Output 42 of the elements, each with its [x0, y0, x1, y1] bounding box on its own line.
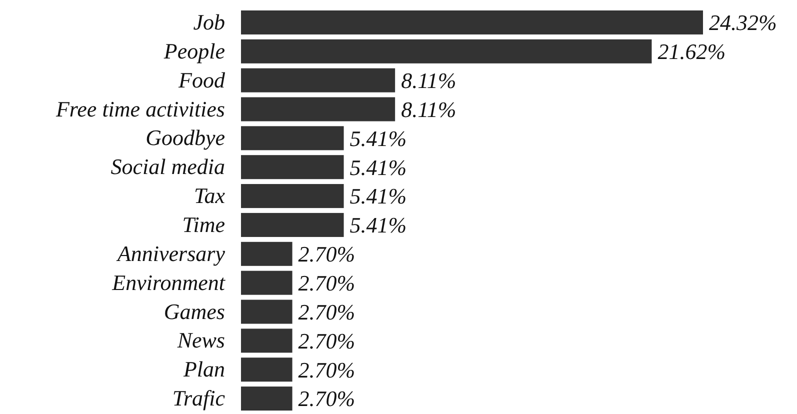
y-tick-label: People [162, 38, 226, 64]
data-label: 24.32% [709, 10, 777, 36]
y-tick-label: Environment [111, 270, 226, 295]
y-tick-label: Plan [182, 356, 225, 382]
bar [241, 184, 344, 208]
data-label: 2.70% [298, 328, 356, 354]
y-tick-label: Social media [110, 154, 225, 180]
y-tick-label: Food [178, 67, 226, 92]
bar [241, 328, 292, 353]
bar [241, 126, 344, 150]
bar [241, 270, 292, 295]
data-label: 5.41% [350, 184, 407, 209]
bar [241, 97, 396, 122]
bar [241, 10, 703, 34]
data-label: 8.11% [401, 68, 456, 94]
y-tick-label: Free time activities [54, 96, 225, 122]
y-tick-label: Anniversary [115, 240, 226, 266]
bar [241, 242, 292, 266]
bar [241, 155, 344, 180]
data-label: 2.70% [298, 299, 356, 324]
y-tick-label: Time [182, 212, 226, 238]
y-tick-label: Tax [194, 183, 226, 208]
data-label: 5.41% [350, 154, 407, 180]
data-label: 8.11% [401, 96, 456, 122]
data-label: 2.70% [298, 386, 356, 412]
y-tick-label: Job [193, 9, 225, 34]
data-label: 2.70% [298, 242, 356, 267]
y-tick-label: Trafic [172, 386, 226, 411]
y-tick-label: News [176, 328, 225, 353]
data-label: 5.41% [350, 212, 407, 238]
bar [241, 358, 292, 382]
bar [241, 300, 292, 324]
data-label: 2.70% [298, 270, 356, 296]
bar [241, 39, 652, 64]
bar [241, 212, 344, 237]
data-label: 5.41% [350, 126, 407, 151]
bar [241, 386, 292, 411]
bar [241, 68, 396, 92]
data-label: 21.62% [658, 39, 726, 64]
y-tick-label: Goodbye [146, 125, 226, 150]
y-tick-label: Games [164, 298, 225, 324]
data-label: 2.70% [298, 357, 356, 382]
